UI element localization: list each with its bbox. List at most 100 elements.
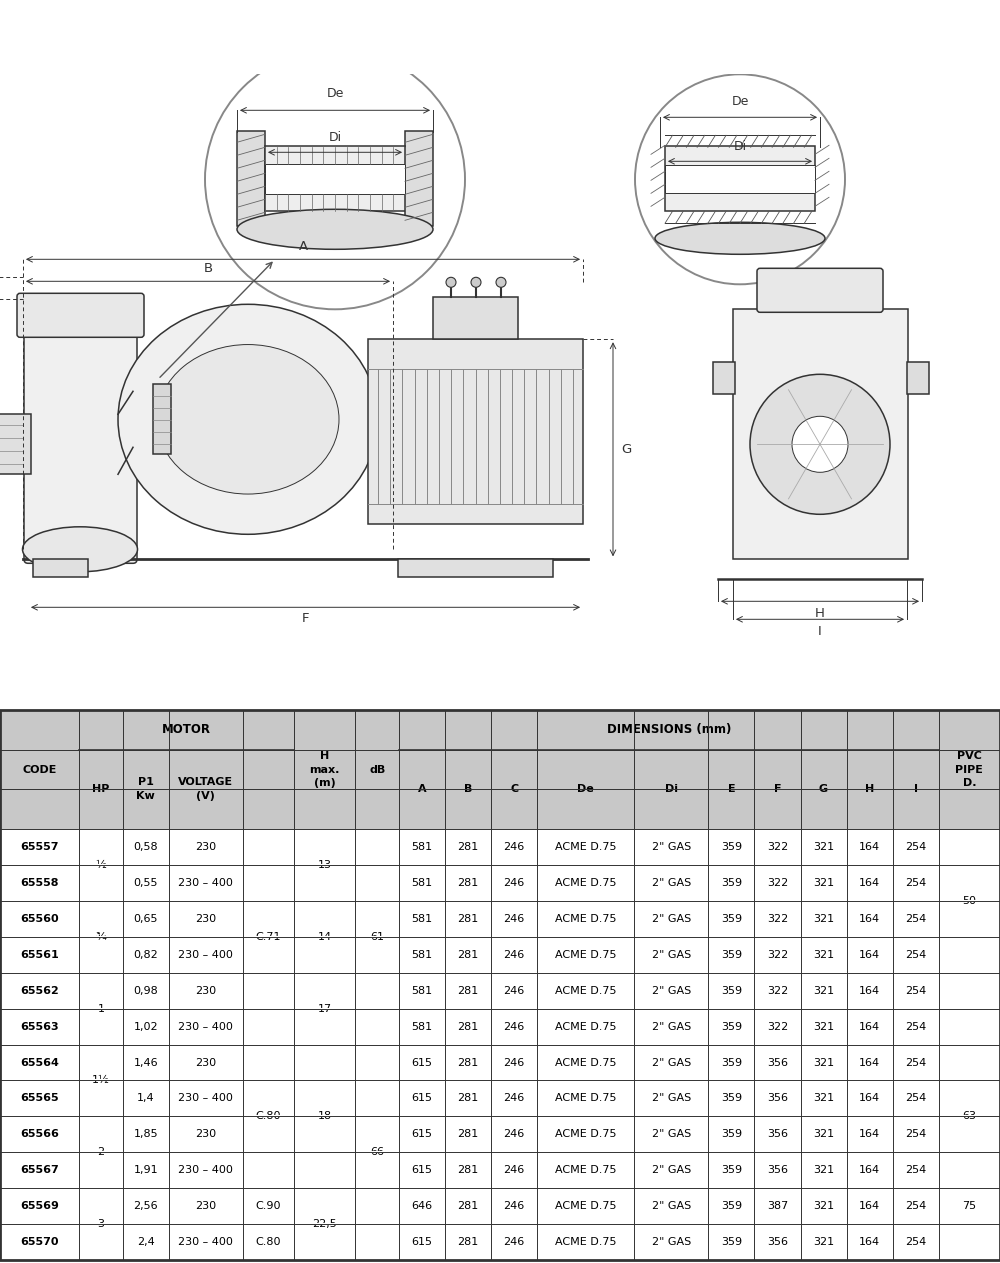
Circle shape	[750, 374, 890, 514]
Text: 281: 281	[457, 1094, 479, 1104]
Text: ACME D.75: ACME D.75	[555, 985, 616, 995]
Text: ACME D.75: ACME D.75	[555, 1166, 616, 1176]
Text: 281: 281	[457, 1129, 479, 1139]
Bar	[0, 750, 1000, 789]
Text: 387: 387	[767, 1201, 788, 1211]
Text: 65560: 65560	[20, 913, 59, 923]
Text: 230: 230	[195, 1129, 216, 1139]
Bar	[433, 297, 518, 340]
Circle shape	[205, 49, 465, 309]
Bar	[0, 865, 1000, 901]
Bar	[0, 414, 31, 475]
Text: ACME D.75: ACME D.75	[555, 1201, 616, 1211]
Text: G: G	[621, 443, 631, 456]
Text: C.80: C.80	[256, 1238, 281, 1247]
Text: 321: 321	[813, 913, 834, 923]
Text: 2" GAS: 2" GAS	[652, 842, 691, 853]
Bar	[0, 1080, 1000, 1116]
Text: 65569: 65569	[20, 1201, 59, 1211]
FancyBboxPatch shape	[757, 268, 883, 312]
Text: 22,5: 22,5	[312, 1219, 337, 1229]
Text: 322: 322	[767, 950, 788, 960]
Text: 322: 322	[767, 878, 788, 888]
Text: B: B	[203, 263, 213, 275]
Bar	[153, 384, 171, 455]
Text: 359: 359	[721, 1201, 742, 1211]
Text: MOTOR: MOTOR	[162, 724, 211, 736]
FancyBboxPatch shape	[17, 293, 144, 337]
Text: 281: 281	[457, 1238, 479, 1247]
Text: ACME D.75: ACME D.75	[555, 842, 616, 853]
Text: 65570: 65570	[20, 1238, 59, 1247]
Text: 254: 254	[905, 1238, 926, 1247]
Text: 356: 356	[767, 1129, 788, 1139]
Bar	[0, 1152, 1000, 1188]
Text: PIPE: PIPE	[955, 764, 983, 774]
Bar	[0, 937, 1000, 973]
Text: G: G	[819, 784, 828, 794]
Text: 246: 246	[503, 1166, 525, 1176]
Ellipse shape	[655, 222, 825, 254]
Text: (m): (m)	[314, 778, 336, 788]
Text: 246: 246	[503, 1129, 525, 1139]
Text: 615: 615	[411, 1057, 432, 1067]
Bar	[405, 131, 433, 226]
Bar	[237, 131, 265, 226]
Text: 0,82: 0,82	[133, 950, 158, 960]
Text: H: H	[320, 751, 329, 762]
Text: 230 – 400: 230 – 400	[178, 950, 233, 960]
Text: ACME D.75: ACME D.75	[555, 1238, 616, 1247]
Circle shape	[792, 417, 848, 472]
Text: 65558: 65558	[20, 878, 59, 888]
Text: 2" GAS: 2" GAS	[652, 1094, 691, 1104]
Text: 359: 359	[721, 842, 742, 853]
Text: 2" GAS: 2" GAS	[652, 1166, 691, 1176]
Text: 246: 246	[503, 842, 525, 853]
Text: 164: 164	[859, 878, 880, 888]
Text: 254: 254	[905, 1094, 926, 1104]
Text: 646: 646	[411, 1201, 433, 1211]
Text: 2" GAS: 2" GAS	[652, 878, 691, 888]
Text: 17: 17	[318, 1004, 332, 1014]
Text: 281: 281	[457, 913, 479, 923]
Text: 18: 18	[318, 1111, 332, 1122]
Text: 281: 281	[457, 842, 479, 853]
Text: 254: 254	[905, 985, 926, 995]
Text: 356: 356	[767, 1166, 788, 1176]
Circle shape	[635, 75, 845, 284]
Text: 321: 321	[813, 842, 834, 853]
Text: 281: 281	[457, 878, 479, 888]
Bar	[0, 1188, 1000, 1224]
Text: 65561: 65561	[20, 950, 59, 960]
Text: ACME D.75: ACME D.75	[555, 1057, 616, 1067]
Bar	[0, 1224, 1000, 1260]
Text: ACME D.75: ACME D.75	[555, 878, 616, 888]
Text: A: A	[418, 784, 426, 794]
Text: 2" GAS: 2" GAS	[652, 1057, 691, 1067]
Text: ACME D.75: ACME D.75	[555, 1094, 616, 1104]
Text: 615: 615	[411, 1094, 432, 1104]
Text: 581: 581	[411, 913, 433, 923]
Text: 322: 322	[767, 985, 788, 995]
Text: 254: 254	[905, 1201, 926, 1211]
Text: max.: max.	[310, 764, 340, 774]
Text: 66: 66	[370, 1147, 384, 1157]
Bar	[733, 309, 908, 560]
Text: 230: 230	[195, 842, 216, 853]
Text: 359: 359	[721, 985, 742, 995]
Text: 65557: 65557	[20, 842, 59, 853]
Text: VOLTAGE: VOLTAGE	[178, 777, 233, 787]
Bar	[368, 340, 583, 524]
FancyBboxPatch shape	[24, 326, 137, 563]
Text: 246: 246	[503, 985, 525, 995]
Bar	[0, 973, 1000, 1009]
Text: 321: 321	[813, 1201, 834, 1211]
Circle shape	[446, 278, 456, 287]
Text: 359: 359	[721, 878, 742, 888]
Text: 2" GAS: 2" GAS	[652, 950, 691, 960]
Text: 281: 281	[457, 1166, 479, 1176]
Text: 230 – 400: 230 – 400	[178, 1094, 233, 1104]
Text: De: De	[577, 784, 594, 794]
Text: 281: 281	[457, 950, 479, 960]
Text: ACME D.75: ACME D.75	[555, 1129, 616, 1139]
